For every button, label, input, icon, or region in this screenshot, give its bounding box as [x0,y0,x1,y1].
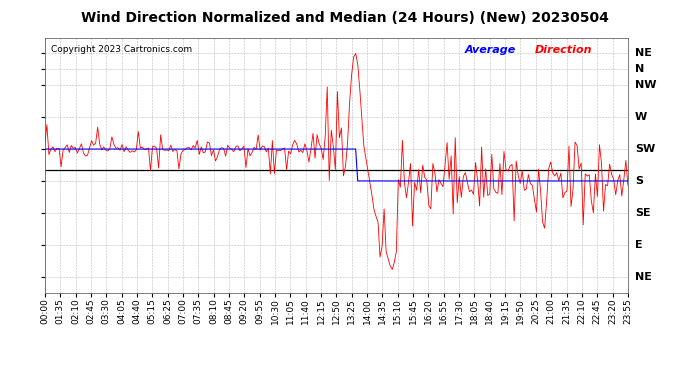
Text: N: N [635,64,644,74]
Text: W: W [635,112,647,122]
Text: NE: NE [635,272,652,282]
Text: Direction: Direction [535,45,592,55]
Text: E: E [635,240,642,250]
Text: S: S [635,176,643,186]
Text: NE: NE [635,48,652,58]
Text: SW: SW [635,144,655,154]
Text: SE: SE [635,208,651,218]
Text: Average: Average [464,45,520,55]
Text: Wind Direction Normalized and Median (24 Hours) (New) 20230504: Wind Direction Normalized and Median (24… [81,11,609,25]
Text: Copyright 2023 Cartronics.com: Copyright 2023 Cartronics.com [50,45,192,54]
Text: NW: NW [635,80,656,90]
